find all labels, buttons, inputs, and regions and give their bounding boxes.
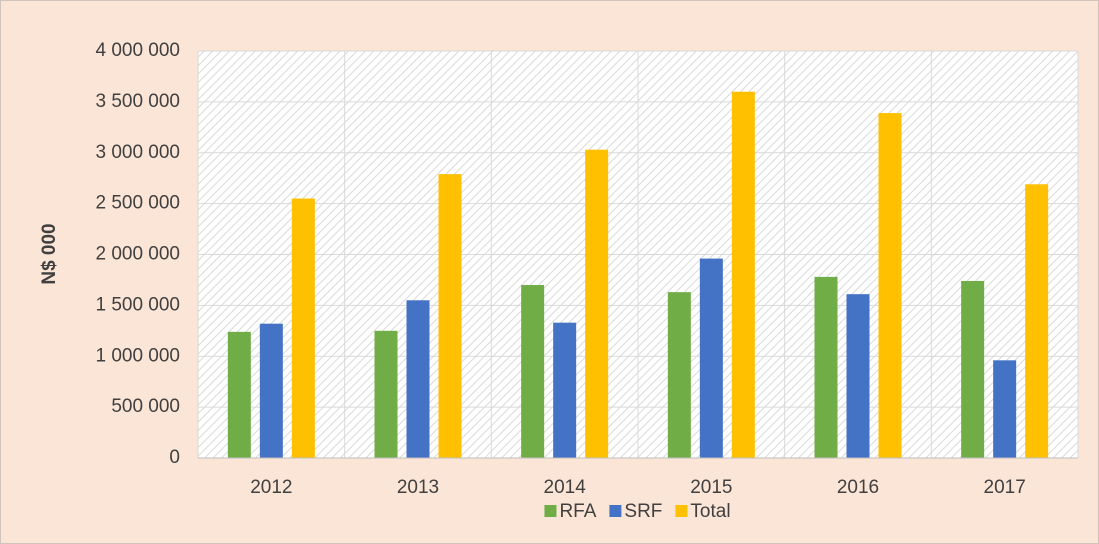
bar (993, 360, 1017, 458)
bar (521, 285, 545, 458)
bar (961, 280, 985, 458)
y-tick-label: 2 000 000 (95, 244, 180, 265)
x-tick-label: 2014 (544, 477, 587, 498)
bar (878, 113, 902, 458)
legend-label: SRF (624, 501, 662, 522)
bar (553, 322, 577, 458)
y-axis-label: N$ 000 (39, 223, 60, 284)
legend-swatch (675, 505, 688, 517)
bar (259, 323, 283, 458)
y-tick-label: 500 000 (111, 396, 180, 417)
y-tick-label: 2 500 000 (95, 193, 180, 214)
x-tick-label: 2016 (837, 477, 879, 498)
bar (846, 294, 870, 458)
bar (227, 331, 251, 458)
x-tick-label: 2012 (250, 477, 292, 498)
bar (731, 91, 755, 458)
x-tick-label: 2013 (397, 477, 439, 498)
x-tick-label: 2017 (984, 477, 1026, 498)
y-tick-label: 4 000 000 (95, 40, 180, 61)
legend-label: RFA (559, 501, 596, 522)
bar (1025, 184, 1049, 459)
y-tick-label: 0 (169, 447, 180, 468)
bar (406, 300, 430, 458)
bar (667, 292, 691, 458)
legend-swatch (609, 505, 622, 517)
legend-label: Total (690, 501, 730, 522)
y-tick-label: 1 500 000 (95, 294, 180, 315)
bar (585, 149, 609, 458)
bar (814, 276, 838, 458)
bar (438, 174, 462, 458)
bar (374, 330, 398, 458)
y-tick-label: 3 500 000 (95, 91, 180, 112)
y-tick-label: 3 000 000 (95, 142, 180, 163)
bar (291, 198, 315, 458)
x-tick-label: 2015 (690, 477, 732, 498)
legend-swatch (544, 505, 557, 517)
bar (699, 258, 723, 458)
y-tick-label: 1 000 000 (95, 345, 180, 366)
